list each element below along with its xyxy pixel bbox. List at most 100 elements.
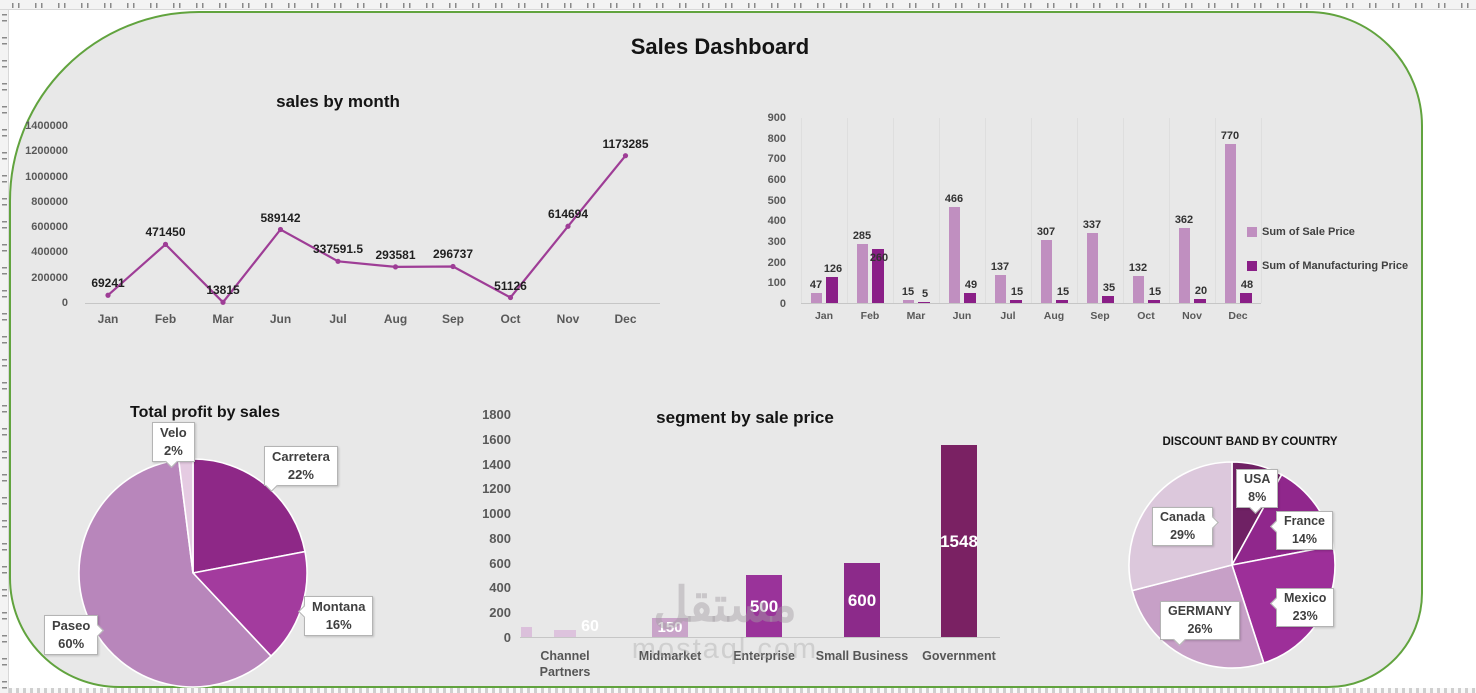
y-tick-label: 900 xyxy=(767,112,786,124)
bar-sale-price[interactable] xyxy=(995,274,1006,303)
group-chart-xaxis: Jan Feb Mar Jun Jul Aug Sep Oct Nov Dec xyxy=(801,310,1261,326)
y-tick-label: 1200000 xyxy=(25,145,68,158)
y-tick-label: 100 xyxy=(767,277,786,290)
data-label: 471450 xyxy=(145,225,186,240)
y-tick-label: 1800 xyxy=(482,407,511,422)
line-point[interactable] xyxy=(565,223,571,229)
bar-manufacturing-price[interactable] xyxy=(826,277,838,303)
y-tick-label: 700 xyxy=(767,153,786,166)
pie-callout-velo: Velo 2% xyxy=(152,422,195,463)
y-tick-label: 600 xyxy=(767,174,786,186)
bar-sale-price[interactable] xyxy=(903,299,914,303)
x-tick-label: Small Business xyxy=(815,649,909,663)
y-tick-label: 400 xyxy=(489,580,511,596)
x-tick-label: Sep xyxy=(1090,310,1110,322)
bar-manufacturing-price[interactable] xyxy=(1010,299,1022,303)
data-label: 589142 xyxy=(260,210,301,225)
seg-chart-plot: 60 150 500 600 1548 xyxy=(520,415,1000,638)
bar-manufacturing-price[interactable] xyxy=(1194,298,1206,303)
data-label: 1173285 xyxy=(602,136,649,151)
selection-marquee-bottom xyxy=(9,688,1476,693)
x-tick-label: Aug xyxy=(1043,310,1065,322)
data-label: 307 xyxy=(1036,225,1056,238)
bar-fragment xyxy=(521,627,532,637)
line-chart-yaxis: 1400000 1200000 1000000 800000 600000 400000 2… xyxy=(18,90,68,345)
line-point[interactable] xyxy=(220,299,226,305)
bar-midmarket[interactable] xyxy=(652,618,688,637)
bar-manufacturing-price[interactable] xyxy=(1056,299,1068,303)
bar-manufacturing-price[interactable] xyxy=(1102,295,1114,303)
y-tick-label: 400000 xyxy=(31,246,68,259)
data-label: 770 xyxy=(1220,129,1240,142)
bar-sale-price[interactable] xyxy=(811,293,822,303)
chart-price-by-month[interactable]: 900 800 700 600 500 400 300 200 100 0 47 126 285 260… xyxy=(764,100,1424,335)
data-label: 362 xyxy=(1174,214,1194,227)
y-tick-label: 200 xyxy=(489,605,511,621)
bar-manufacturing-price[interactable] xyxy=(964,292,976,303)
bar-sale-price[interactable] xyxy=(1225,143,1236,303)
sales-line[interactable] xyxy=(107,155,627,304)
legend-swatch-manufacturing-price xyxy=(1247,261,1257,271)
chart-discount-band-by-country[interactable]: DISCOUNT BAND BY COUNTRY USA 8% France 14% M… xyxy=(1120,432,1370,684)
gridline xyxy=(847,118,848,303)
chart-sales-by-month[interactable]: sales by month 1400000 1200000 1000000 8000… xyxy=(18,90,698,345)
bar-enterprise[interactable] xyxy=(746,575,782,637)
bar-sale-price[interactable] xyxy=(1087,233,1098,303)
line-point[interactable] xyxy=(622,153,629,159)
x-tick-label: Dec xyxy=(1228,310,1248,322)
y-tick-label: 0 xyxy=(503,630,511,646)
bar-sale-price[interactable] xyxy=(1179,228,1190,303)
line-point[interactable] xyxy=(105,292,111,298)
data-label: 137 xyxy=(990,260,1010,273)
pie-callout-paseo: Paseo 60% xyxy=(44,615,99,656)
seg-chart-xaxis: Channel Partners Midmarket Enterprise Small… xyxy=(455,648,1015,688)
legend-swatch-sale-price xyxy=(1247,227,1257,237)
data-label: 293581 xyxy=(375,247,416,262)
legend-item-sale-price[interactable]: Sum of Sale Price xyxy=(1247,226,1355,238)
ruler-vertical[interactable] xyxy=(0,10,9,693)
x-tick-label: Jul xyxy=(329,312,347,326)
data-label: 48 xyxy=(1240,279,1254,292)
data-label: 296737 xyxy=(432,247,474,262)
bar-sale-price[interactable] xyxy=(1041,239,1052,303)
bar-manufacturing-price[interactable] xyxy=(918,302,930,303)
x-tick-label: Oct xyxy=(500,312,521,326)
chart-segment-by-sale-price[interactable]: segment by sale price 1800 1600 1400 1200 10… xyxy=(455,400,1015,693)
y-tick-label: 1000000 xyxy=(25,170,68,183)
data-label: 5 xyxy=(921,288,929,300)
line-point[interactable] xyxy=(392,264,399,270)
bar-sale-price[interactable] xyxy=(1133,275,1144,303)
bar-sale-price[interactable] xyxy=(857,244,868,303)
bar-sale-price[interactable] xyxy=(949,206,960,303)
bar-small-business[interactable] xyxy=(844,562,880,637)
gridline xyxy=(1215,118,1216,303)
gridline xyxy=(985,118,986,303)
gridline xyxy=(1123,118,1124,303)
gridline xyxy=(1077,118,1078,303)
x-tick-label: Feb xyxy=(154,312,177,326)
data-label: 20 xyxy=(1194,284,1208,297)
pie-callout-mexico: Mexico 23% xyxy=(1276,588,1335,627)
x-tick-label: Jan xyxy=(814,310,834,322)
line-point[interactable] xyxy=(277,226,284,233)
data-label: 1548 xyxy=(940,532,978,551)
ruler-horizontal-ticks xyxy=(12,3,1476,8)
ruler-horizontal[interactable] xyxy=(0,0,1476,10)
y-tick-label: 300 xyxy=(767,236,786,249)
y-tick-label: 800 xyxy=(767,132,786,145)
legend-item-manufacturing-price[interactable]: Sum of Manufacturing Price xyxy=(1247,260,1408,272)
bar-manufacturing-price[interactable] xyxy=(1148,299,1160,303)
data-label: 13815 xyxy=(206,283,240,298)
y-tick-label: 200000 xyxy=(31,271,68,284)
pie-callout-montana: Montana 16% xyxy=(304,596,374,637)
chart-total-profit-by-sales[interactable]: Total profit by sales Velo 2% Carretera 22%… xyxy=(40,400,385,692)
bar-manufacturing-price[interactable] xyxy=(1240,293,1252,303)
bar-government[interactable] xyxy=(941,445,977,637)
line-point[interactable] xyxy=(507,294,514,301)
bar-channel-partners[interactable] xyxy=(554,629,576,637)
x-tick-label: Aug xyxy=(383,312,408,326)
line-point[interactable] xyxy=(450,263,456,270)
bar-manufacturing-price[interactable] xyxy=(872,249,884,303)
line-point[interactable] xyxy=(335,258,341,264)
line-point[interactable] xyxy=(162,241,169,247)
